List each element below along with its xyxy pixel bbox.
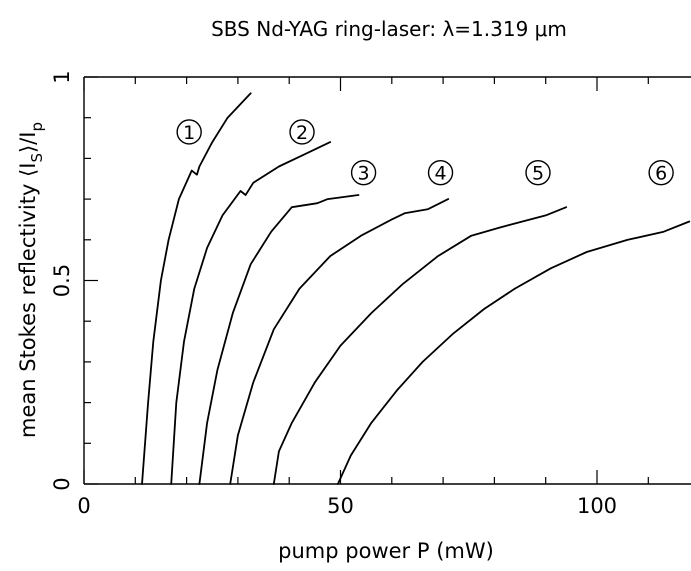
tick-marks (83, 76, 649, 485)
curve-label-4: 4 (434, 163, 446, 185)
curve-label-1: 1 (183, 122, 195, 144)
y-tick-label: 0 (50, 477, 74, 490)
curve-labels: 1 2 3 4 5 6 (176, 119, 674, 186)
x-tick-label: 50 (327, 494, 354, 518)
curve-label-circle-6 (648, 159, 674, 186)
x-tick-label: 100 (577, 494, 617, 518)
y-axis-title-sub-s: S (28, 153, 46, 163)
curve-label-circle-4 (427, 159, 454, 186)
y-axis-title: mean Stokes reflectivity ⟨IS⟩/Ip (16, 122, 46, 438)
curve-4 (229, 198, 450, 485)
tick-labels: 0 50 100 0 0.5 1 (50, 70, 617, 518)
y-tick-label: 0.5 (50, 264, 74, 297)
curve-label-2: 2 (296, 122, 308, 144)
curve-3 (198, 194, 360, 485)
curve-label-circle-3 (350, 159, 377, 186)
x-axis-title: pump power P (mW) (278, 539, 494, 563)
curves (141, 92, 691, 485)
y-axis-title-mid: ⟩/I (16, 132, 40, 153)
curve-2 (170, 141, 332, 485)
curve-label-3: 3 (358, 163, 370, 185)
curve-label-6: 6 (655, 163, 667, 185)
curve-6 (337, 220, 691, 485)
y-axis-title-sub-p: p (28, 122, 46, 132)
curve-label-circle-2 (289, 119, 315, 145)
curve-label-5: 5 (532, 163, 544, 185)
x-tick-label: 0 (77, 494, 90, 518)
curve-label-circle-5 (525, 159, 551, 186)
curve-1 (141, 92, 252, 485)
curve-label-circle-1 (176, 119, 202, 145)
curve-5 (272, 206, 568, 485)
chart-title: SBS Nd-YAG ring-laser: λ=1.319 μm (211, 17, 567, 41)
y-axis-title-main: mean Stokes reflectivity ⟨I (16, 163, 40, 438)
y-tick-label: 1 (50, 70, 74, 83)
